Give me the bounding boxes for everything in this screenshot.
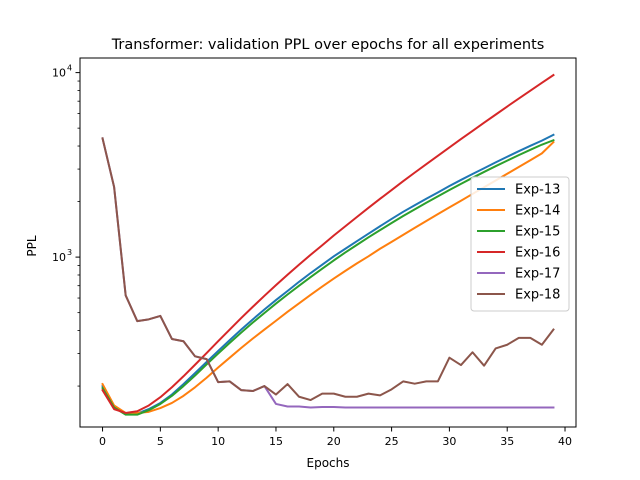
legend-label: Exp-18 (515, 288, 560, 303)
y-tick-exponent: 3 (67, 248, 72, 257)
y-tick-label: 10 (52, 67, 66, 80)
series-line-exp-13 (101, 133, 555, 415)
y-tick-exponent: 4 (67, 64, 72, 73)
x-tick-label: 15 (269, 435, 283, 448)
axes-frame (79, 57, 577, 428)
legend-label: Exp-15 (515, 225, 560, 240)
x-tick-label: 5 (157, 435, 164, 448)
legend: Exp-13 Exp-14 Exp-15 Exp-16 Exp-17 Exp-18 (470, 176, 570, 312)
legend-label: Exp-16 (515, 246, 560, 261)
series-line-exp-18 (101, 137, 555, 402)
x-tick-label: 20 (327, 435, 341, 448)
series-line-exp-15 (101, 138, 555, 416)
legend-label: Exp-17 (515, 267, 560, 282)
y-axis-label: PPL (25, 235, 39, 256)
series-line-exp-16 (101, 73, 555, 414)
x-tick-label: 0 (99, 435, 106, 448)
x-tick-label: 40 (558, 435, 572, 448)
legend-label: Exp-13 (515, 183, 560, 198)
x-tick-label: 10 (211, 435, 225, 448)
y-tick-label: 10 (52, 251, 66, 264)
plot-area (101, 73, 555, 416)
x-tick-label: 35 (500, 435, 514, 448)
x-axis-label: Epochs (307, 456, 350, 470)
legend-label: Exp-14 (515, 204, 560, 219)
x-tick-label: 25 (385, 435, 399, 448)
x-tick-label: 30 (442, 435, 456, 448)
chart-title: Transformer: validation PPL over epochs … (111, 37, 545, 53)
